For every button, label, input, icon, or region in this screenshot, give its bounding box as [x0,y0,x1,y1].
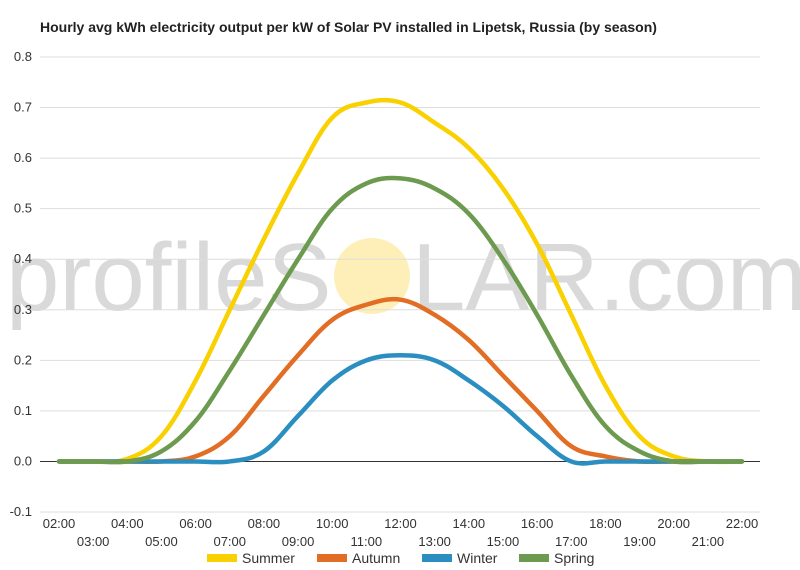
x-tick-label: 21:00 [692,534,725,549]
legend-swatch-autumn [317,554,347,562]
y-tick-label: 0.1 [14,403,32,418]
x-tick-label: 22:00 [726,516,759,531]
watermark-text-right: LAR.com [412,224,800,331]
series-line-spring [56,175,745,465]
x-tick-label: 14:00 [453,516,486,531]
y-tick-label: 0.5 [14,201,32,216]
legend-swatch-spring [519,554,549,562]
x-axis: 02:0003:0004:0005:0006:0007:0008:0009:00… [43,516,759,549]
x-tick-label: 12:00 [384,516,417,531]
legend-label-winter: Winter [457,550,498,566]
x-tick-label: 15:00 [487,534,520,549]
y-tick-label: 0.0 [14,453,32,468]
x-tick-label: 20:00 [657,516,690,531]
legend-swatch-summer [207,554,237,562]
legend-swatch-winter [422,554,452,562]
x-tick-label: 02:00 [43,516,76,531]
y-tick-label: -0.1 [10,504,32,519]
y-tick-label: 0.8 [14,49,32,64]
y-tick-label: 0.3 [14,302,32,317]
y-tick-label: 0.6 [14,150,32,165]
series-lines [56,97,745,466]
y-axis: -0.1 0.0 0.1 0.2 0.3 0.4 0.5 0.6 0.7 0.8 [10,49,32,519]
watermark: profileS LAR.com [6,224,800,331]
x-tick-label: 07:00 [213,534,246,549]
x-tick-label: 03:00 [77,534,110,549]
legend-label-summer: Summer [242,550,295,566]
y-tick-label: 0.2 [14,352,32,367]
x-tick-label: 06:00 [179,516,212,531]
legend: Summer Autumn Winter Spring [207,550,594,566]
x-tick-label: 19:00 [623,534,656,549]
series-line-winter [56,353,745,466]
watermark-sun-icon [334,238,410,314]
x-tick-label: 10:00 [316,516,349,531]
chart-title: Hourly avg kWh electricity output per kW… [40,19,657,35]
grid [40,56,760,513]
series-line-summer [56,97,745,465]
x-tick-label: 05:00 [145,534,178,549]
legend-label-autumn: Autumn [352,550,400,566]
watermark-text-left: profileS [6,224,332,331]
y-tick-label: 0.7 [14,100,32,115]
x-tick-label: 16:00 [521,516,554,531]
x-tick-label: 17:00 [555,534,588,549]
y-tick-label: 0.4 [14,251,32,266]
x-tick-label: 11:00 [351,534,383,549]
x-tick-label: 09:00 [282,534,315,549]
x-tick-label: 18:00 [589,516,622,531]
x-tick-label: 13:00 [418,534,451,549]
x-tick-label: 04:00 [111,516,144,531]
legend-label-spring: Spring [554,550,594,566]
x-tick-label: 08:00 [248,516,281,531]
